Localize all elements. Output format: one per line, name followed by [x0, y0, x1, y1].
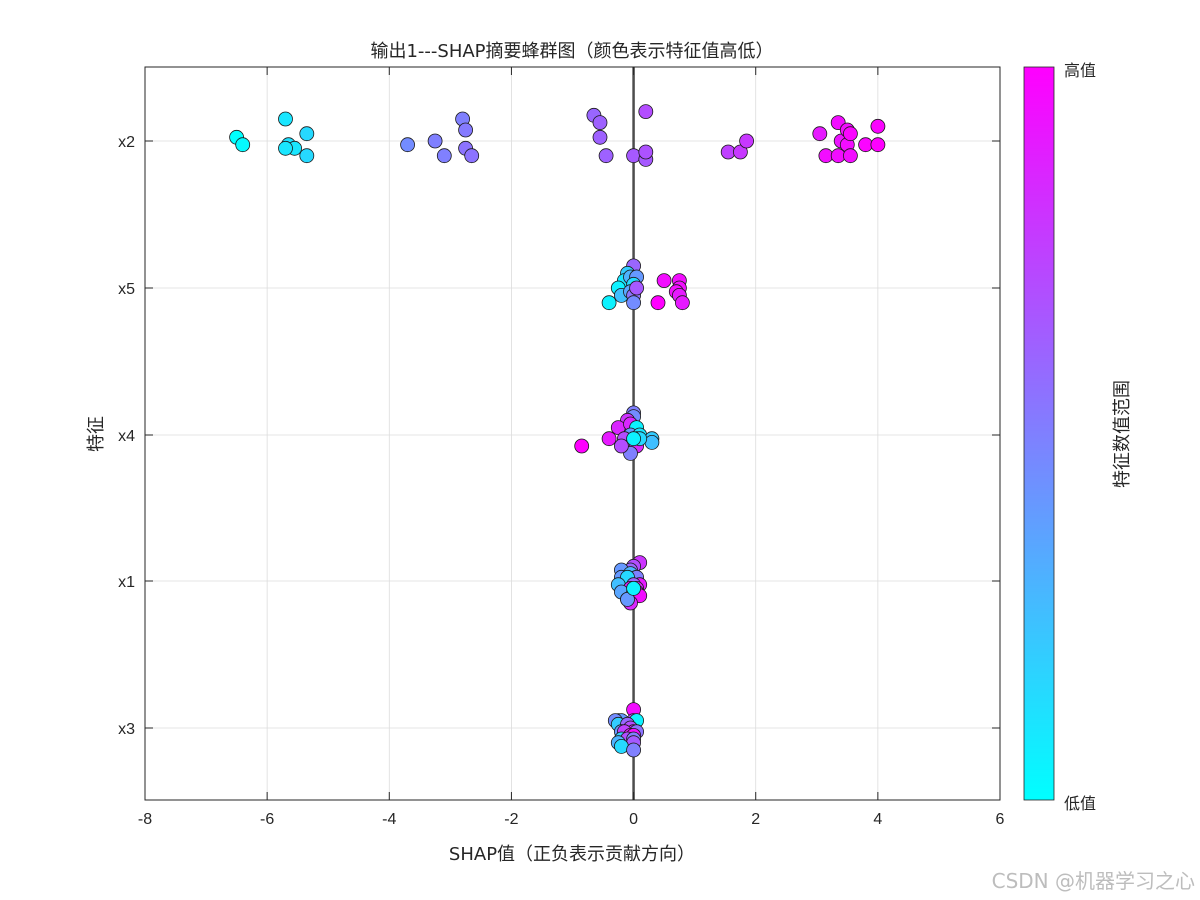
scatter-point-x5 — [629, 280, 644, 296]
scatter-point-x2 — [870, 118, 886, 134]
scatter-point-x2 — [739, 133, 754, 149]
x-tick-label: 4 — [873, 811, 882, 828]
scatter-point-x2 — [592, 115, 608, 130]
y-tick-label-x4: x4 — [118, 428, 135, 445]
scatter-point-x5 — [601, 295, 617, 311]
colorbar-label: 特征数值范围 — [1112, 380, 1133, 488]
scatter-point-x3 — [614, 739, 629, 754]
y-tick-label-x1: x1 — [118, 574, 135, 591]
x-tick-label: 6 — [996, 811, 1005, 828]
colorbar-low-label: 低值 — [1064, 794, 1096, 813]
scatter-point-x2 — [870, 137, 886, 153]
scatter-point-x2 — [638, 104, 654, 119]
watermark: CSDN @机器学习之心 — [992, 869, 1195, 893]
scatter-point-x2 — [812, 126, 828, 142]
scatter-point-x4 — [574, 438, 590, 454]
axes: -8 -6 -4 -2 0 2 4 6 x2 x5 x4 x1 x3 — [118, 66, 1005, 828]
chart-title: 输出1---SHAP摘要蜂群图（颜色表示特征值高低） — [370, 41, 773, 62]
x-axis-label: SHAP值（正负表示贡献方向） — [449, 844, 695, 865]
colorbar-high-label: 高值 — [1064, 61, 1096, 80]
scatter-point-x2 — [592, 129, 608, 145]
plot-area — [145, 67, 1000, 800]
colorbar — [1023, 66, 1055, 801]
scatter-point-x5 — [656, 273, 672, 289]
scatter-point-x5 — [650, 295, 666, 311]
scatter-point-x2 — [436, 148, 452, 164]
y-tick-label-x5: x5 — [118, 281, 135, 298]
scatter-point-x4 — [626, 431, 641, 447]
y-tick-label-x2: x2 — [118, 134, 135, 151]
scatter-point-x4 — [614, 438, 629, 454]
scatter-point-x2 — [400, 137, 416, 153]
data-points — [229, 104, 886, 758]
scatter-point-x4 — [601, 431, 617, 447]
scatter-point-x2 — [299, 126, 315, 142]
scatter-point-x3 — [626, 742, 641, 758]
y-axis-label: 特征 — [86, 416, 107, 452]
x-tick-label: 2 — [751, 811, 760, 828]
scatter-point-x2 — [598, 148, 614, 164]
scatter-point-x2 — [427, 133, 443, 149]
scatter-point-x2 — [278, 111, 293, 127]
x-tick-label: -4 — [382, 811, 396, 828]
x-tick-label: -2 — [504, 811, 518, 828]
grid-lines — [144, 67, 1001, 800]
scatter-point-x5 — [675, 295, 690, 311]
x-tick-label: -8 — [138, 811, 152, 828]
scatter-point-x2 — [278, 140, 293, 156]
scatter-point-x2 — [458, 122, 474, 138]
scatter-point-x2 — [843, 148, 858, 164]
scatter-point-x2 — [299, 148, 315, 164]
scatter-point-x5 — [626, 295, 641, 311]
x-tick-label: -6 — [260, 811, 274, 828]
scatter-point-x2 — [464, 148, 480, 164]
y-tick-label-x3: x3 — [118, 721, 135, 738]
scatter-point-x2 — [235, 137, 251, 153]
scatter-point-x2 — [638, 144, 654, 160]
scatter-point-x1 — [626, 581, 641, 596]
plot-frame — [144, 66, 1001, 801]
x-tick-label: 0 — [629, 811, 638, 828]
scatter-point-x2 — [843, 126, 858, 142]
scatter-point-x2 — [858, 137, 873, 153]
